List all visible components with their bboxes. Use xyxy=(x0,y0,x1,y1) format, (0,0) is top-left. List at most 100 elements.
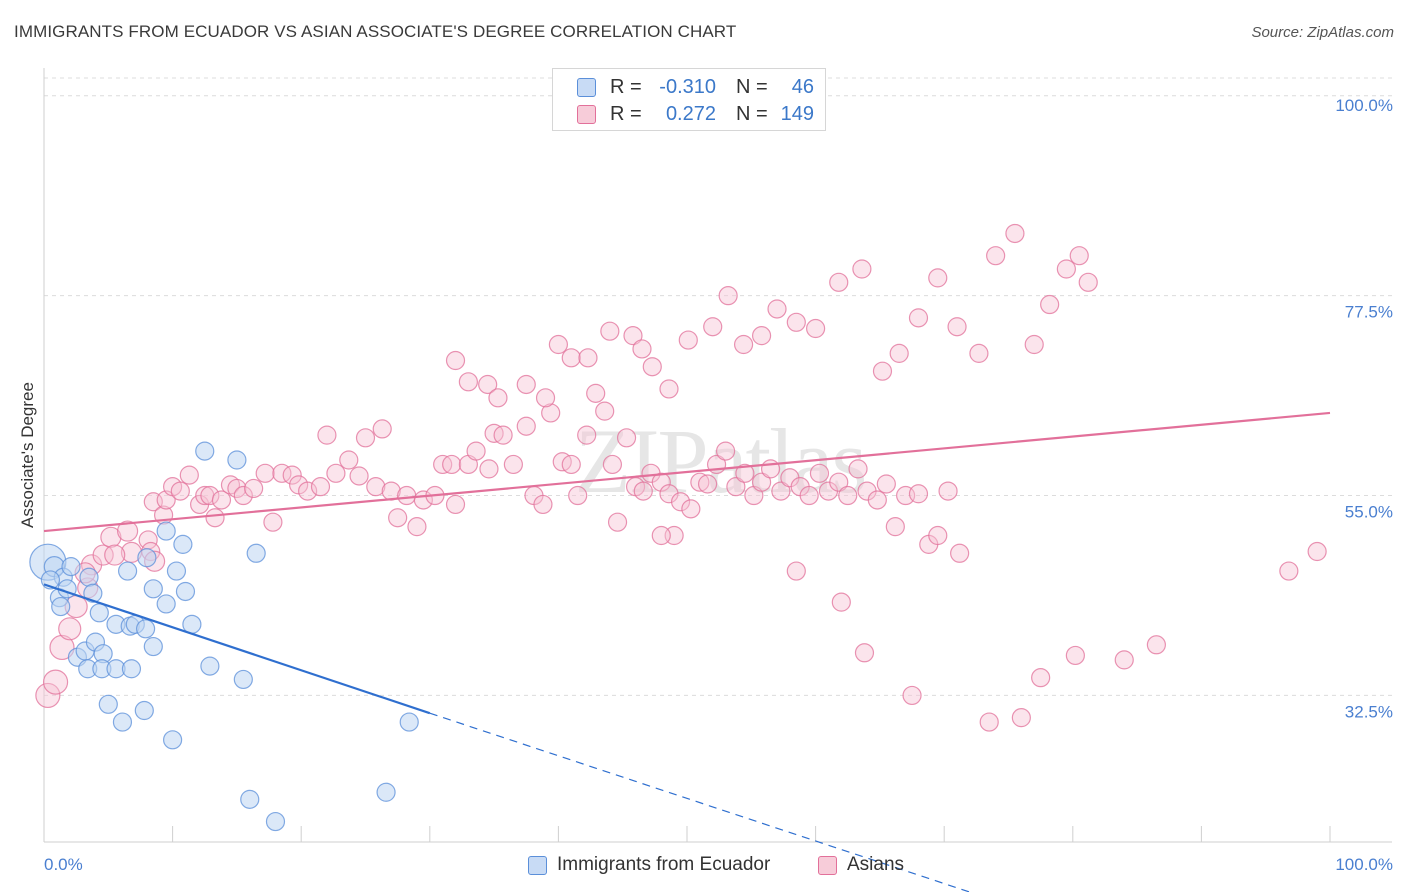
asians-point xyxy=(659,484,679,504)
asians-point xyxy=(947,317,967,337)
y-tick-label: 100.0% xyxy=(1335,96,1393,115)
asians-point xyxy=(1279,561,1299,581)
tick-labels: 32.5% 55.0% 77.5% 100.0% 0.0% 100.0% xyxy=(44,96,1393,874)
ecuador-point xyxy=(173,534,193,554)
asians-point xyxy=(1078,272,1098,292)
asians-point xyxy=(760,459,781,479)
legend-n-label: N = xyxy=(736,75,768,98)
legend-r-value: -0.310 xyxy=(659,75,716,98)
asians-point xyxy=(600,321,620,341)
ecuador-point xyxy=(137,548,157,568)
ecuador-point xyxy=(143,579,163,599)
asians-point xyxy=(211,490,232,510)
asians-point xyxy=(602,454,623,475)
asians-point xyxy=(718,286,738,306)
asians-point xyxy=(488,388,508,408)
asians-point xyxy=(1040,294,1060,315)
asians-point xyxy=(867,490,887,510)
ecuador-point xyxy=(376,782,396,802)
ecuador-point xyxy=(166,561,187,581)
y-axis-label: Associate's Degree xyxy=(18,382,37,528)
asians-point xyxy=(397,485,417,506)
series-asians xyxy=(35,223,1327,732)
asians-point xyxy=(831,592,851,612)
gridlines xyxy=(44,77,1392,696)
asians-point xyxy=(445,494,466,515)
ecuador-point xyxy=(143,636,163,657)
asians-point xyxy=(535,388,556,408)
asians-point xyxy=(771,481,791,501)
asians-point xyxy=(339,450,359,470)
asians-point xyxy=(607,512,628,532)
ecuador-point xyxy=(135,619,156,639)
asians-point xyxy=(586,383,606,403)
asians-point xyxy=(751,326,772,346)
legend-n-value: 149 xyxy=(780,102,814,125)
asians-point xyxy=(715,441,736,461)
asians-point xyxy=(205,508,225,528)
asians-point xyxy=(786,312,806,332)
ecuador-point xyxy=(156,594,176,614)
asians-point xyxy=(733,334,754,355)
asians-point xyxy=(651,472,671,492)
asians-point xyxy=(829,472,849,492)
x-tick-label-max: 100.0% xyxy=(1335,855,1393,874)
asians-point xyxy=(568,485,588,506)
ecuador-point xyxy=(163,730,183,750)
ecuador-point xyxy=(246,543,266,563)
source-label: Source: ZipAtlas.com xyxy=(1251,24,1394,41)
asians-point xyxy=(678,330,698,350)
asians-point xyxy=(282,465,302,485)
asians-point xyxy=(595,401,615,421)
ecuador-point xyxy=(112,712,133,732)
asians-point xyxy=(986,246,1006,266)
asians-point xyxy=(838,485,858,506)
asians-point xyxy=(854,643,875,663)
ecuador-point xyxy=(156,521,176,541)
asians-point xyxy=(561,454,581,475)
asians-point xyxy=(632,339,652,359)
asians-point xyxy=(928,268,948,288)
asians-trend-line xyxy=(43,411,1331,533)
asians-point xyxy=(317,425,337,445)
asians-point xyxy=(1024,334,1044,355)
asians-point xyxy=(642,357,662,377)
ecuador-point xyxy=(89,603,109,623)
legend-r-value: 0.272 xyxy=(665,102,716,125)
bottom-legend-swatch-pink xyxy=(818,855,837,875)
asians-point xyxy=(298,481,318,501)
x-tick-label-min: 0.0% xyxy=(44,855,83,874)
bottom-legend-asians: Asians xyxy=(818,852,904,878)
asians-point xyxy=(1146,635,1166,655)
asians-point xyxy=(479,459,499,479)
asians-point xyxy=(872,361,893,381)
asians-point xyxy=(799,485,819,506)
chart-title: IMMIGRANTS FROM ECUADOR VS ASIAN ASSOCIA… xyxy=(14,22,737,41)
bottom-legend-ecuador: Immigrants from Ecuador xyxy=(528,852,770,878)
ecuador-point xyxy=(121,659,142,679)
asians-point xyxy=(690,472,710,492)
asians-point xyxy=(503,454,523,475)
correlation-legend: R = -0.310 N = 46 R = 0.272 N = 149 xyxy=(552,68,826,131)
asians-point xyxy=(1005,223,1025,244)
asians-point xyxy=(809,463,830,483)
asians-point xyxy=(578,348,598,368)
asians-point xyxy=(516,374,536,395)
asians-point xyxy=(928,525,948,546)
asians-point xyxy=(458,372,478,392)
asians-point xyxy=(805,318,826,339)
asians-point xyxy=(407,517,427,537)
ecuador-point xyxy=(61,557,81,577)
asians-point xyxy=(244,478,264,499)
legend-swatch-pink xyxy=(577,104,596,124)
asians-point xyxy=(885,517,905,537)
asians-point xyxy=(681,499,701,519)
asians-point xyxy=(950,543,970,563)
legend-n-value: 46 xyxy=(791,75,814,98)
legend-r-label: R = xyxy=(610,102,642,125)
ecuador-trend-extension xyxy=(429,712,972,892)
y-tick-label: 32.5% xyxy=(1345,702,1393,721)
asians-point xyxy=(848,459,868,479)
ecuador-point xyxy=(227,450,247,470)
